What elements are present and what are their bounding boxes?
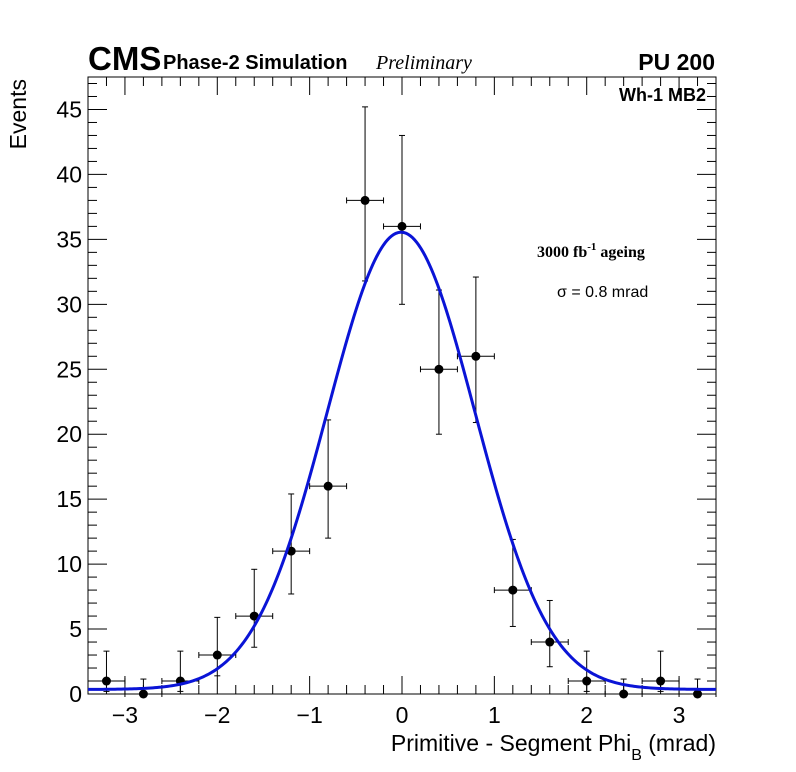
y-tick-label: 20 <box>56 421 82 447</box>
x-axis-title: Primitive - Segment PhiB (mrad) <box>391 730 716 764</box>
y-axis-ticks <box>88 82 716 695</box>
preliminary-label: Preliminary <box>375 52 472 74</box>
data-marker <box>138 689 148 699</box>
y-tick-label: 25 <box>56 356 82 382</box>
data-marker <box>323 481 333 491</box>
data-marker <box>397 221 407 231</box>
y-tick-label: 10 <box>56 551 82 577</box>
y-tick-label: 40 <box>56 161 82 187</box>
x-axis-title-main: Primitive - Segment Phi <box>391 730 631 756</box>
ageing-suffix: ageing <box>596 244 644 261</box>
phase2-simulation-label: Phase-2 Simulation <box>163 52 348 74</box>
data-point <box>346 106 385 282</box>
data-point <box>604 678 643 699</box>
x-axis-title-unit: (mrad) <box>642 730 716 756</box>
data-marker <box>101 676 111 686</box>
data-points <box>87 106 717 699</box>
data-point <box>272 493 311 595</box>
data-point <box>419 289 458 435</box>
y-tick-label: 15 <box>56 486 82 512</box>
y-tick-label: 35 <box>56 226 82 252</box>
data-point <box>530 599 569 668</box>
x-tick-label: 1 <box>488 702 501 728</box>
data-marker <box>582 676 592 686</box>
x-tick-label: 0 <box>396 702 409 728</box>
data-marker <box>212 650 222 660</box>
data-marker <box>360 195 370 205</box>
y-tick-label: 30 <box>56 291 82 317</box>
data-point <box>87 650 126 692</box>
y-tick-label: 5 <box>69 616 82 642</box>
sigma-label: σ = 0.8 mrad <box>557 284 648 301</box>
ageing-label: 3000 fb-1 ageing <box>537 241 645 261</box>
data-marker <box>656 676 666 686</box>
plot-area: 0 5 10 15 20 25 30 35 40 45 −3 −2 −1 0 1 2 3 <box>56 76 717 728</box>
data-point <box>235 568 274 648</box>
y-tick-label: 0 <box>69 681 82 707</box>
data-point <box>309 419 348 539</box>
data-point <box>456 276 495 424</box>
x-tick-label: −3 <box>112 702 138 728</box>
x-axis-title-subscript: B <box>631 747 642 764</box>
fit-curve <box>87 230 716 691</box>
y-axis-title: Events <box>5 79 31 149</box>
data-marker <box>249 611 259 621</box>
data-marker <box>693 689 703 699</box>
pileup-label: PU 200 <box>638 49 715 75</box>
ageing-base: 3000 fb <box>537 244 587 261</box>
x-tick-label: −2 <box>204 702 230 728</box>
data-point <box>678 678 717 699</box>
cms-label: CMS <box>88 40 161 77</box>
data-marker <box>619 689 629 699</box>
x-tick-label: −1 <box>297 702 323 728</box>
data-marker <box>508 585 518 595</box>
data-point <box>383 134 421 305</box>
ageing-exponent: -1 <box>587 241 596 253</box>
data-marker <box>471 351 481 361</box>
region-label: Wh-1 MB2 <box>619 85 706 105</box>
data-marker <box>434 364 444 374</box>
data-point <box>124 678 163 699</box>
x-tick-label: 2 <box>580 702 593 728</box>
x-tick-label: 3 <box>673 702 686 728</box>
data-point <box>641 650 680 692</box>
data-marker <box>545 637 555 647</box>
y-tick-label: 45 <box>56 96 82 122</box>
